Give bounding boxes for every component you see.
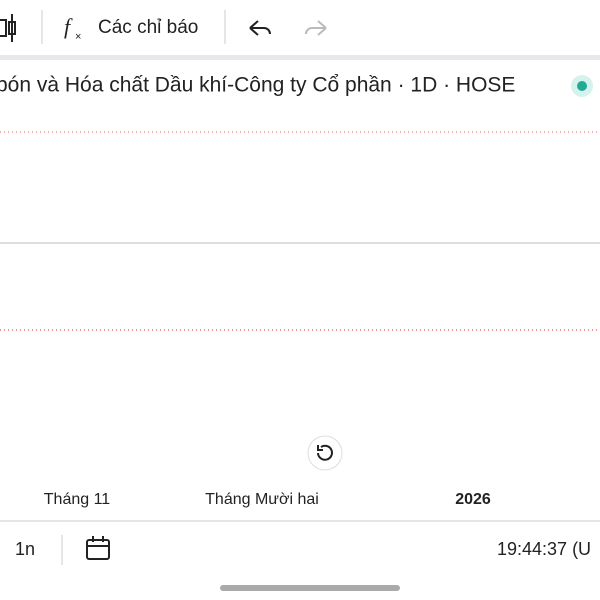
status-dot [577,81,587,91]
undo-button[interactable] [249,20,271,36]
fx-icon[interactable]: f [64,14,73,39]
reset-button[interactable] [307,435,343,471]
fx-icon: × [75,31,81,43]
redo-button[interactable] [305,20,327,36]
x-label: Tháng Mười hai [205,491,319,508]
home-indicator [220,585,400,591]
indicators-button[interactable]: Các chỉ báo [98,17,198,38]
reset-icon [317,444,333,461]
x-label: Tháng 11 [44,491,111,508]
candle-icon[interactable] [0,14,16,42]
symbol-title: bón và Hóa chất Dầu khí-Công ty Cổ phần … [0,74,515,97]
date-range-button[interactable] [86,536,110,560]
range-button[interactable]: 1n [15,539,35,559]
separator [0,55,600,60]
x-label: 2026 [455,491,491,508]
clock: 19:44:37 (U [497,539,591,559]
